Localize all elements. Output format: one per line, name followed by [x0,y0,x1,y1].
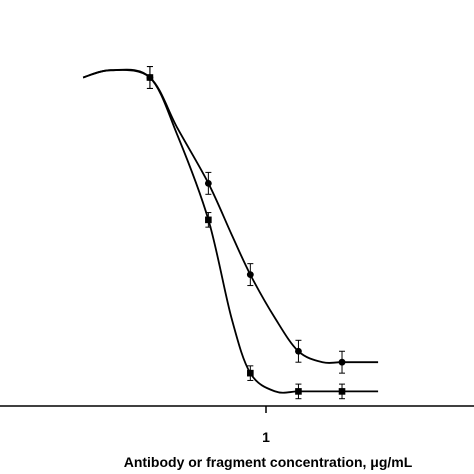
series-1-curve [82,69,379,364]
series-2-point-5 [338,388,346,395]
series-2-point-2 [205,216,212,224]
series-1-point-4 [295,347,302,355]
series-1-point-2 [204,179,212,187]
series-2 [82,66,379,400]
plot-area [82,66,379,400]
series-1-point-3 [246,271,254,278]
x-tick-label-1: 1 [262,429,270,445]
series-2-point-1 [146,74,154,81]
x-axis-ticks: 1 [262,406,270,445]
series-1-point-5 [338,358,346,366]
series-2-point-3 [247,369,254,377]
x-axis-title: Antibody or fragment concentration, μg/m… [124,454,413,470]
series-1 [82,66,379,374]
series-2-point-4 [295,388,302,395]
